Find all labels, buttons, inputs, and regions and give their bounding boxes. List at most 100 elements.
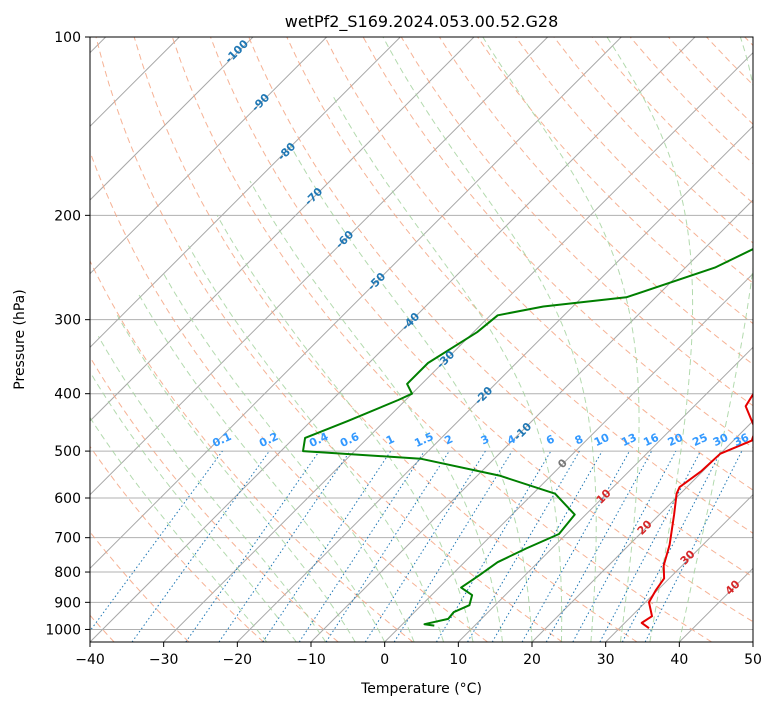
dry-adiabat [324, 37, 753, 491]
isotherm-gridline [678, 567, 753, 642]
moist-adiabat [482, 37, 640, 642]
moist-adiabat [331, 94, 563, 642]
x-tick-label: 50 [744, 652, 762, 668]
isotherm-gridline [90, 37, 328, 275]
mixing-ratio-line [262, 450, 392, 642]
series-layer [302, 248, 753, 630]
dry-adiabat [90, 356, 339, 642]
x-tick-label: −40 [75, 652, 105, 668]
mixing-ratio-label: 0.2 [257, 430, 280, 450]
isotherm-gridline [90, 37, 254, 201]
dry-adiabat [90, 531, 190, 642]
mixing-ratio-line [521, 450, 630, 642]
x-tick-label: 40 [670, 652, 688, 668]
moist-adiabat [287, 141, 533, 642]
moist-adiabat [216, 215, 474, 642]
y-tick-label: 900 [54, 595, 81, 611]
dry-adiabat-label: -80 [275, 140, 298, 163]
dewpoint-line [302, 248, 753, 627]
dry-adiabat [90, 259, 414, 642]
mixing-ratio-label: 20 [666, 431, 686, 449]
isotherm-gridline [90, 37, 401, 349]
moist-adiabat [606, 37, 694, 642]
mixing-ratio-line [545, 450, 653, 642]
mixing-ratio-label: 0.1 [210, 430, 233, 450]
x-tick-label: −30 [149, 652, 179, 668]
dry-adiabat [95, 37, 563, 642]
y-axis: 100 200 300 400 500 600 700 800 900 1000 [45, 30, 90, 638]
y-tick-label: 800 [54, 565, 81, 581]
chart-title: wetPf2_S169.2024.053.00.52.G28 [285, 12, 559, 32]
mixing-ratio-label: 30 [711, 431, 731, 449]
plot-frame [89, 36, 754, 643]
mixing-ratio-line [185, 450, 320, 642]
mixing-ratio-label: 1 [384, 432, 396, 447]
y-tick-label: 400 [54, 387, 81, 403]
temperature-line [640, 392, 753, 630]
y-tick-label: 1000 [45, 622, 81, 638]
mixing-ratio-label: 36 [732, 431, 752, 449]
moist-adiabat [116, 315, 356, 642]
y-tick-label: 700 [54, 531, 81, 547]
mixing-ratio-line [599, 450, 701, 642]
mixing-ratio-label: 13 [619, 431, 638, 449]
moist-adiabat [97, 336, 327, 642]
gridlines [90, 37, 753, 642]
moist-adiabat [382, 37, 597, 642]
moist-adiabat [187, 245, 445, 642]
dry-adiabat [248, 37, 753, 578]
isotherm-gridline [90, 37, 622, 570]
mixing-ratio-line [572, 450, 677, 642]
mixing-ratio-label: 6 [544, 432, 557, 447]
dry-adiabat [90, 445, 264, 642]
mixing-ratio-label: 8 [573, 432, 585, 447]
dry-adiabat [438, 37, 753, 366]
x-axis-label: Temperature (°C) [360, 681, 482, 697]
moist-adiabat [249, 180, 503, 642]
x-tick-label: 30 [597, 652, 615, 668]
x-tick-label: 0 [380, 652, 389, 668]
mixing-ratio-line [298, 450, 425, 642]
isotherm-gridline [90, 37, 549, 496]
moist-adiabat [678, 37, 753, 642]
isotherm-gridline [457, 346, 753, 642]
isotherm-gridline [90, 37, 696, 642]
isotherm-gridline [752, 641, 753, 642]
x-tick-label: −10 [296, 652, 326, 668]
mixing-ratio-line [435, 450, 552, 642]
mixing-ratio-label: 0.6 [338, 430, 361, 450]
dry-adiabat-label: -100 [222, 37, 251, 66]
mixing-ratio-line [364, 450, 486, 642]
dry-adiabat [706, 37, 753, 86]
y-tick-label: 300 [54, 313, 81, 329]
x-tick-label: −20 [223, 652, 253, 668]
dry-adiabat-label: 40 [723, 577, 743, 597]
moist-adiabat [137, 292, 386, 642]
mixing-ratio-line [90, 450, 223, 632]
isotherm-gridline [384, 272, 753, 642]
x-tick-label: 20 [523, 652, 541, 668]
isotherm-gridline [90, 37, 475, 422]
dry-adiabat [515, 37, 753, 284]
mixing-ratio-line [393, 450, 513, 642]
x-axis: −40 −30 −20 −10 0 10 20 30 40 50 [75, 642, 762, 668]
isotherm-gridline [605, 493, 753, 642]
dry-adiabat [210, 37, 753, 623]
mixing-ratio-line [491, 450, 603, 642]
mixing-ratio-line [325, 450, 450, 642]
mixing-ratio-line [131, 450, 270, 642]
isotherm-gridline [236, 125, 753, 642]
y-axis-label: Pressure (hPa) [12, 289, 28, 389]
mixing-ratio-label: 2 [443, 432, 455, 447]
y-tick-label: 100 [54, 30, 81, 46]
dry-adiabat [171, 37, 712, 642]
mixing-ratio-line [218, 450, 351, 642]
dry-adiabat-label: 30 [678, 547, 698, 567]
background-isolines [90, 37, 753, 642]
mixing-ratio-label: 0.4 [307, 430, 330, 450]
y-tick-label: 600 [54, 491, 81, 507]
dry-adiabat-label: 20 [635, 517, 655, 537]
y-tick-label: 200 [54, 208, 81, 224]
mixing-ratio-label: 10 [592, 431, 612, 449]
